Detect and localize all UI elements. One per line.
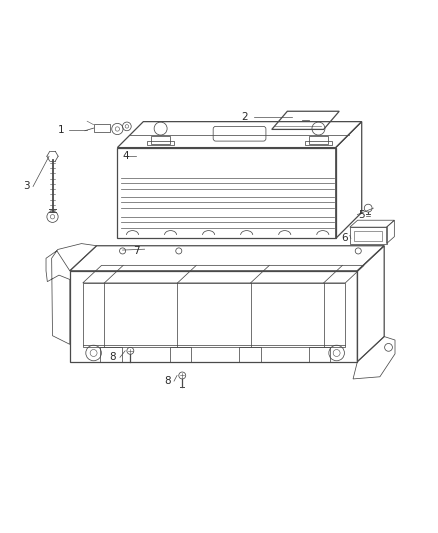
Bar xyxy=(100,346,122,361)
Bar xyxy=(304,141,332,145)
Bar xyxy=(309,136,328,144)
Text: 8: 8 xyxy=(110,352,117,362)
Bar xyxy=(147,141,174,145)
Text: 8: 8 xyxy=(164,376,170,386)
Text: 4: 4 xyxy=(123,151,129,161)
Text: 5: 5 xyxy=(358,209,365,220)
Bar xyxy=(354,231,382,241)
Text: 7: 7 xyxy=(134,246,140,256)
Text: 6: 6 xyxy=(341,233,348,244)
Bar xyxy=(170,346,191,361)
Bar xyxy=(308,346,330,361)
Bar xyxy=(239,346,261,361)
Text: 2: 2 xyxy=(242,112,248,122)
Bar xyxy=(94,124,110,132)
Text: 3: 3 xyxy=(23,182,30,191)
Bar xyxy=(151,136,170,144)
Text: 1: 1 xyxy=(58,125,64,135)
